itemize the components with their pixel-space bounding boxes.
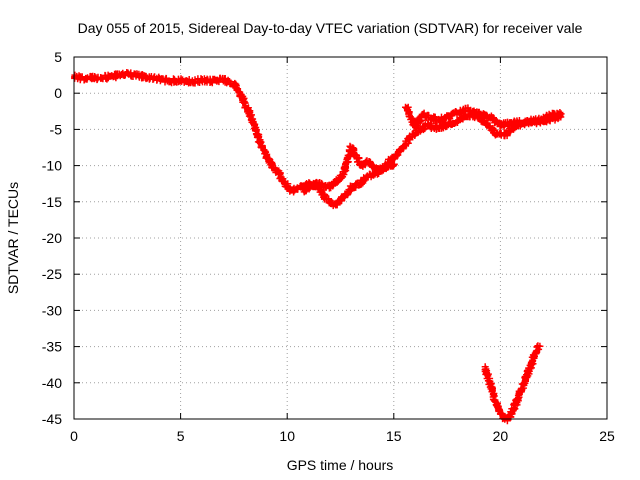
series-upper-branch bbox=[402, 103, 565, 131]
series-plus-markers bbox=[481, 342, 544, 425]
data-points bbox=[71, 69, 565, 425]
y-tick-label: -25 bbox=[42, 266, 62, 282]
y-tick-label: -20 bbox=[42, 230, 62, 246]
x-tick-label: 15 bbox=[386, 428, 402, 444]
x-tick-label: 25 bbox=[599, 428, 615, 444]
y-tick-label: -15 bbox=[42, 194, 62, 210]
y-tick-label: -40 bbox=[42, 375, 62, 391]
y-tick-label: -10 bbox=[42, 158, 62, 174]
y-axis-label: SDTVAR / TECUs bbox=[5, 182, 21, 294]
y-tick-label: 0 bbox=[54, 85, 62, 101]
series-plus-markers bbox=[300, 142, 398, 196]
x-tick-label: 0 bbox=[70, 428, 78, 444]
y-tick-label: -45 bbox=[42, 411, 62, 427]
chart-title: Day 055 of 2015, Sidereal Day-to-day VTE… bbox=[78, 20, 583, 36]
y-tick-label: -30 bbox=[42, 302, 62, 318]
series-lower-branch bbox=[300, 142, 398, 196]
y-tick-label: -5 bbox=[50, 121, 63, 137]
x-axis-label: GPS time / hours bbox=[287, 457, 394, 473]
x-tick-label: 10 bbox=[279, 428, 295, 444]
x-tick-label: 5 bbox=[177, 428, 185, 444]
y-tick-label: 5 bbox=[54, 49, 62, 65]
x-tick-label: 20 bbox=[493, 428, 509, 444]
grid-lines bbox=[74, 57, 607, 419]
plot-frame bbox=[73, 56, 608, 420]
series-plus-markers bbox=[402, 103, 565, 131]
y-tick-label: -35 bbox=[42, 339, 62, 355]
series-dip-arc bbox=[481, 342, 544, 425]
axis-ticks: 0 5 10 15 20 25 5 0 -5 -10 -15 -20 -25 -30 -35 -40 -45 bbox=[42, 49, 615, 444]
